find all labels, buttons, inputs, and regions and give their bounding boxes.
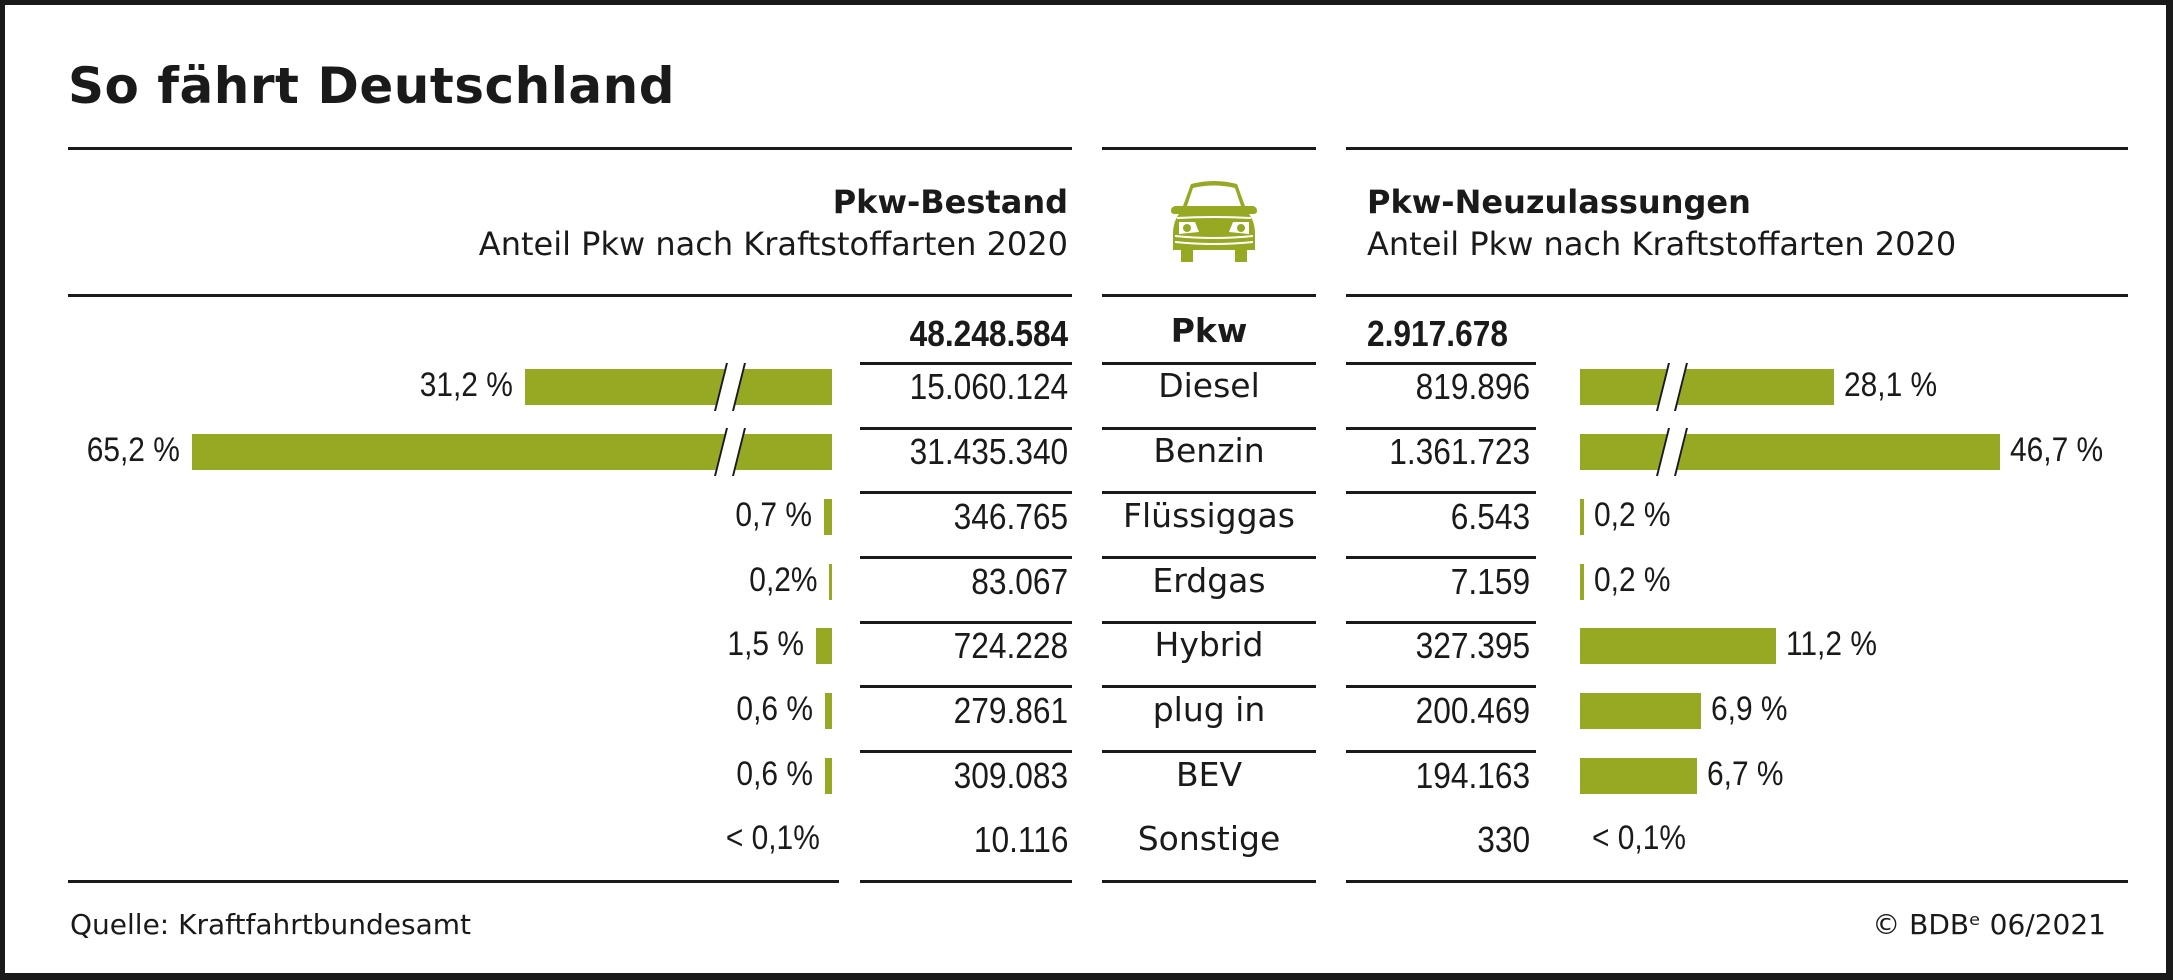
neuzulassungen-count: 200.469 (1415, 690, 1530, 731)
fuel-type-label: Flüssiggas (1123, 496, 1295, 535)
bestand-percent: 65,2 % (86, 431, 180, 469)
row-divider (1346, 491, 1536, 494)
chart-title: So fährt Deutschland (68, 57, 675, 115)
neuzulassungen-percent: 46,7 % (2010, 431, 2104, 469)
bestand-bar (824, 499, 832, 535)
divider (1102, 147, 1316, 150)
bestand-count: 346.765 (953, 496, 1068, 537)
row-divider (860, 750, 1072, 753)
bestand-bar (825, 758, 832, 794)
divider (860, 880, 1072, 883)
bestand-count: 309.083 (953, 755, 1068, 796)
bestand-count: 83.067 (971, 561, 1068, 602)
row-divider (1102, 621, 1316, 624)
bestand-percent: 0,7 % (735, 496, 813, 534)
neuzulassungen-count: 194.163 (1415, 755, 1530, 796)
right-header-subtitle: Anteil Pkw nach Kraftstoffarten 2020 (1367, 225, 1957, 263)
neuzulassungen-bar (1580, 628, 1776, 664)
left-header-subtitle: Anteil Pkw nach Kraftstoffarten 2020 (478, 225, 1068, 263)
bestand-percent: < 0,1% (726, 819, 820, 857)
neuzulassungen-percent: 6,7 % (1707, 755, 1784, 793)
row-divider (1346, 427, 1536, 430)
bestand-count: 10.116 (973, 819, 1068, 860)
divider (1346, 880, 2128, 883)
divider (68, 147, 1072, 150)
neuzulassungen-bar (1580, 564, 1584, 600)
row-divider (860, 556, 1072, 559)
fuel-type-label: plug in (1152, 690, 1266, 729)
bestand-percent: 0,6 % (736, 690, 814, 728)
divider (68, 880, 839, 883)
total-bestand: 48.248.584 (909, 313, 1068, 354)
row-divider (860, 491, 1072, 494)
divider (1346, 147, 2128, 150)
bestand-count: 31.435.340 (909, 431, 1068, 472)
row-divider (1346, 362, 1536, 365)
total-neuzulassungen: 2.917.678 (1367, 313, 1508, 354)
neuzulassungen-bar (1580, 758, 1698, 794)
neuzulassungen-percent: 28,1 % (1844, 366, 1938, 404)
neuzulassungen-count: 819.896 (1415, 366, 1530, 407)
fuel-type-label: Sonstige (1137, 819, 1281, 858)
row-divider (860, 621, 1072, 624)
neuzulassungen-percent: 0,2 % (1593, 496, 1671, 534)
fuel-type-label: BEV (1175, 755, 1243, 794)
neuzulassungen-count: 1.361.723 (1389, 431, 1530, 472)
row-divider (1102, 491, 1316, 494)
row-divider (1102, 685, 1316, 688)
copyright-note: © BDBᵉ 06/2021 (1872, 908, 2106, 941)
source-note: Quelle: Kraftfahrtbundesamt (70, 908, 472, 941)
bestand-count: 279.861 (953, 690, 1068, 731)
fuel-type-label: Diesel (1158, 366, 1260, 405)
row-divider (1346, 750, 1536, 753)
bestand-percent: 0,2% (748, 561, 817, 599)
car-front-icon (1171, 181, 1257, 262)
row-divider (1346, 685, 1536, 688)
neuzulassungen-bar (1580, 693, 1701, 729)
row-divider (860, 362, 1072, 365)
fuel-type-label: Erdgas (1152, 561, 1266, 600)
left-header: Pkw-Bestand Anteil Pkw nach Kraftstoffar… (479, 183, 1068, 263)
total-label: Pkw (1170, 311, 1248, 350)
bestand-bar (829, 564, 832, 600)
neuzulassungen-percent: < 0,1% (1592, 819, 1686, 857)
bestand-count: 724.228 (953, 625, 1068, 666)
row-divider (1102, 362, 1316, 365)
bestand-bar (525, 369, 832, 405)
bestand-bar (815, 628, 832, 664)
fuel-type-label: Hybrid (1154, 625, 1264, 664)
neuzulassungen-count: 327.395 (1415, 625, 1530, 666)
row-divider (1102, 750, 1316, 753)
neuzulassungen-count: 7.159 (1450, 561, 1530, 602)
row-divider (1346, 556, 1536, 559)
left-header-title: Pkw-Bestand (832, 183, 1068, 221)
divider (1102, 880, 1316, 883)
neuzulassungen-count: 330 (1477, 819, 1530, 860)
row-divider (860, 685, 1072, 688)
neuzulassungen-percent: 0,2 % (1593, 561, 1671, 599)
row-divider (1102, 427, 1316, 430)
divider (1346, 294, 2128, 297)
infographic: So fährt Deutschland Pkw-Bestand Anteil … (5, 5, 2166, 973)
fuel-type-label: Benzin (1153, 431, 1265, 470)
row-divider (1102, 556, 1316, 559)
right-header-title: Pkw-Neuzulassungen (1367, 183, 1751, 221)
row-divider (1346, 621, 1536, 624)
bestand-percent: 0,6 % (736, 755, 814, 793)
bestand-count: 15.060.124 (909, 366, 1068, 407)
neuzulassungen-bar (1580, 434, 2000, 470)
divider (1102, 294, 1316, 297)
neuzulassungen-count: 6.543 (1450, 496, 1530, 537)
neuzulassungen-percent: 11,2 % (1786, 625, 1877, 663)
neuzulassungen-percent: 6,9 % (1710, 690, 1788, 728)
neuzulassungen-bar (1580, 499, 1584, 535)
bestand-percent: 31,2 % (419, 366, 513, 404)
row-divider (860, 427, 1072, 430)
bestand-bar (825, 693, 832, 729)
right-header: Pkw-Neuzulassungen Anteil Pkw nach Kraft… (1367, 183, 1956, 263)
neuzulassungen-bar (1580, 369, 1834, 405)
bestand-percent: 1,5 % (726, 625, 804, 663)
divider (68, 294, 1072, 297)
